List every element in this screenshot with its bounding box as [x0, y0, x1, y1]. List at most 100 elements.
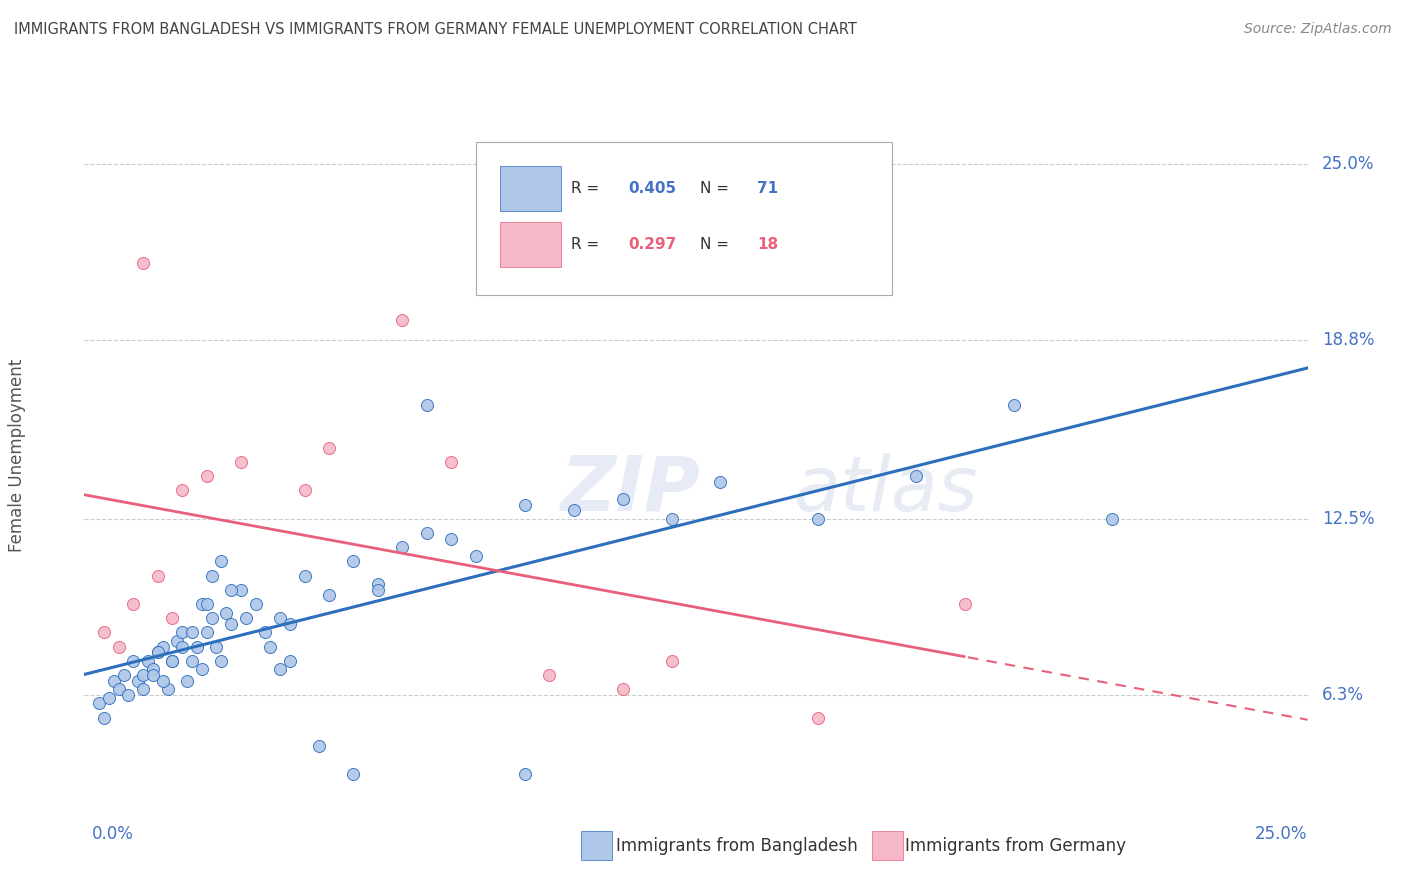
Point: [200, 568, 222, 582]
Point: [269, 662, 291, 676]
Text: 0.405: 0.405: [628, 181, 676, 196]
Text: 71: 71: [758, 181, 779, 196]
Point: [318, 589, 340, 603]
Point: [1002, 398, 1025, 412]
Text: 25.0%: 25.0%: [1322, 155, 1374, 173]
Point: [142, 668, 165, 682]
Text: Female Unemployment: Female Unemployment: [8, 359, 27, 551]
Text: Immigrants from Germany: Immigrants from Germany: [905, 837, 1126, 855]
Point: [278, 654, 301, 668]
Point: [219, 616, 242, 631]
Point: [562, 503, 585, 517]
Point: [142, 662, 165, 676]
Point: [107, 682, 129, 697]
Point: [146, 568, 169, 582]
Point: [200, 611, 222, 625]
Point: [229, 455, 252, 469]
Point: [181, 654, 204, 668]
Point: [209, 554, 232, 568]
Point: [195, 597, 218, 611]
Point: [172, 483, 194, 498]
Point: [112, 668, 135, 682]
FancyBboxPatch shape: [475, 142, 891, 295]
Point: [219, 582, 242, 597]
Point: [152, 640, 174, 654]
Point: [235, 611, 257, 625]
Point: [162, 611, 184, 625]
Point: [259, 640, 281, 654]
Point: [538, 668, 561, 682]
Point: [245, 597, 267, 611]
Text: 6.3%: 6.3%: [1322, 686, 1364, 704]
Point: [93, 625, 115, 640]
Text: 18.8%: 18.8%: [1322, 331, 1374, 349]
Point: [195, 625, 218, 640]
Text: Source: ZipAtlas.com: Source: ZipAtlas.com: [1244, 22, 1392, 37]
Point: [195, 469, 218, 483]
Text: 0.297: 0.297: [628, 237, 676, 252]
Point: [127, 673, 149, 688]
Point: [278, 616, 301, 631]
Text: N =: N =: [700, 181, 734, 196]
Point: [132, 668, 155, 682]
FancyBboxPatch shape: [501, 222, 561, 267]
FancyBboxPatch shape: [501, 166, 561, 211]
Point: [146, 645, 169, 659]
Point: [367, 582, 389, 597]
Text: R =: R =: [571, 237, 605, 252]
Point: [132, 256, 155, 270]
Point: [172, 640, 194, 654]
Point: [440, 455, 463, 469]
Point: [172, 625, 194, 640]
Point: [186, 640, 208, 654]
Point: [612, 491, 634, 506]
Point: [269, 611, 291, 625]
Text: 18: 18: [758, 237, 779, 252]
Point: [103, 673, 125, 688]
Point: [166, 634, 188, 648]
Point: [440, 532, 463, 546]
Point: [176, 673, 198, 688]
Point: [146, 645, 169, 659]
Point: [1101, 512, 1123, 526]
Point: [254, 625, 277, 640]
Point: [181, 625, 204, 640]
Text: 0.0%: 0.0%: [91, 825, 134, 843]
Point: [152, 673, 174, 688]
Point: [905, 469, 928, 483]
Point: [156, 682, 179, 697]
Point: [136, 654, 159, 668]
Text: IMMIGRANTS FROM BANGLADESH VS IMMIGRANTS FROM GERMANY FEMALE UNEMPLOYMENT CORREL: IMMIGRANTS FROM BANGLADESH VS IMMIGRANTS…: [14, 22, 856, 37]
Point: [342, 767, 364, 781]
Point: [93, 710, 115, 724]
Text: ZIP: ZIP: [561, 453, 702, 526]
Point: [229, 582, 252, 597]
Point: [953, 597, 976, 611]
Text: atlas: atlas: [794, 453, 979, 526]
Point: [416, 526, 439, 541]
Point: [661, 512, 683, 526]
Point: [191, 662, 214, 676]
Point: [209, 654, 232, 668]
Point: [294, 568, 316, 582]
Text: 12.5%: 12.5%: [1322, 510, 1374, 528]
Point: [162, 654, 184, 668]
Point: [464, 549, 486, 563]
Point: [318, 441, 340, 455]
Point: [513, 498, 536, 512]
Point: [612, 682, 634, 697]
Text: Immigrants from Bangladesh: Immigrants from Bangladesh: [616, 837, 858, 855]
Text: R =: R =: [571, 181, 605, 196]
Point: [709, 475, 731, 489]
Point: [308, 739, 330, 753]
Point: [205, 640, 228, 654]
Point: [162, 654, 184, 668]
Point: [391, 313, 413, 327]
Point: [191, 597, 214, 611]
Point: [807, 710, 830, 724]
Point: [107, 640, 129, 654]
Point: [97, 690, 120, 705]
Point: [661, 654, 683, 668]
Text: 25.0%: 25.0%: [1256, 825, 1308, 843]
Point: [367, 577, 389, 591]
